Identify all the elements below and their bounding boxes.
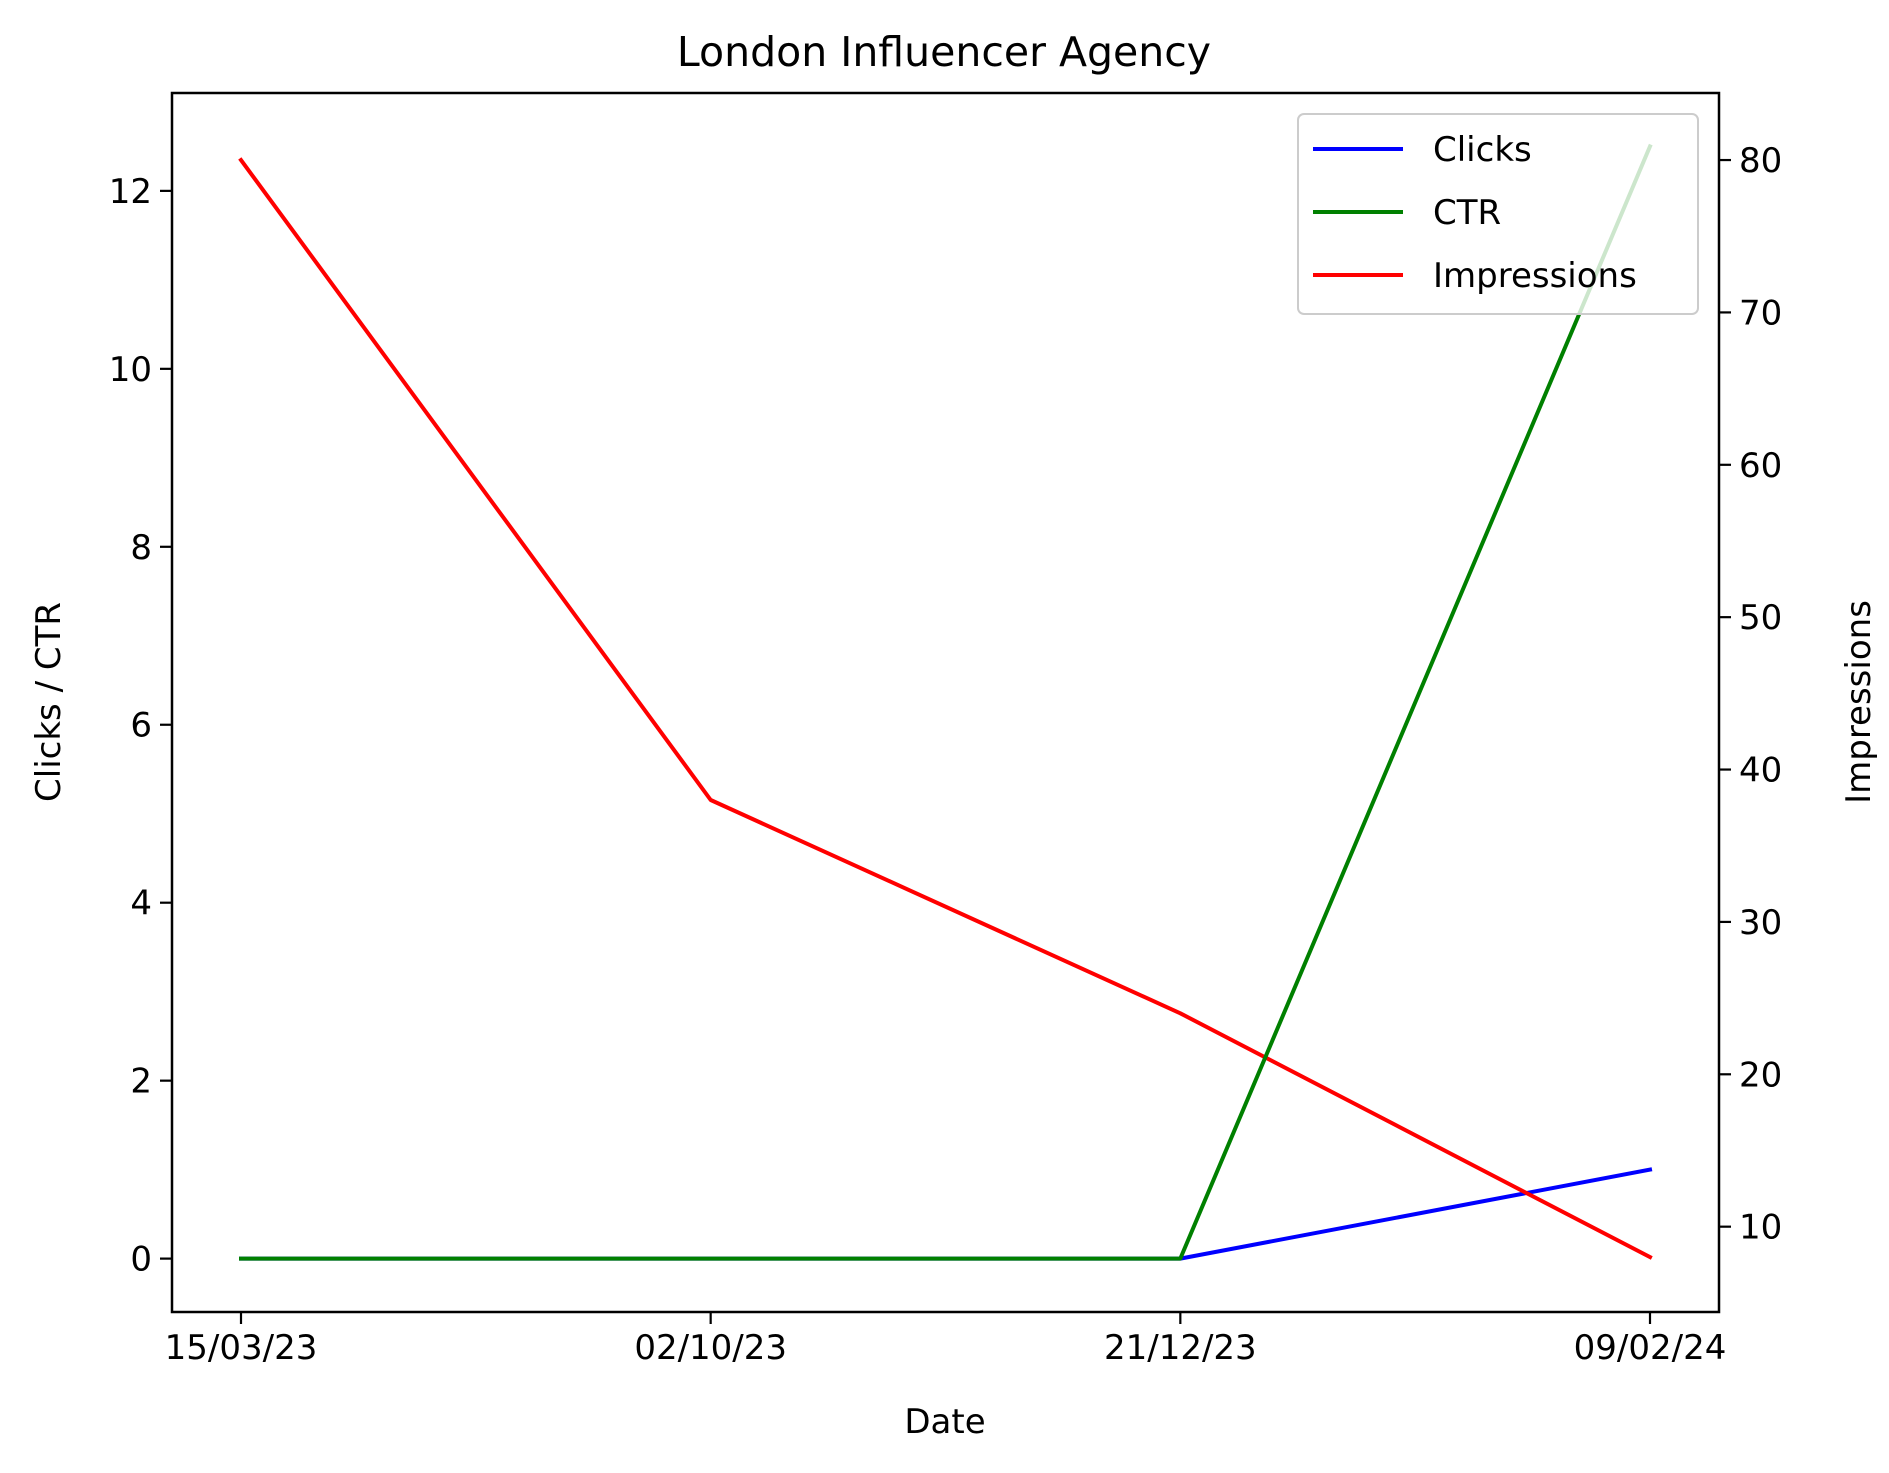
legend-items: Clicks CTR Impressions	[1313, 130, 1637, 296]
plot-frame	[170, 91, 1721, 1314]
left-y-tick-label: 0	[130, 1240, 152, 1280]
right-y-tick-label: 70	[1739, 293, 1782, 333]
right-y-tick-label: 40	[1739, 751, 1782, 791]
left-y-tick-label: 2	[130, 1062, 152, 1102]
right-y-tick-label: 50	[1739, 598, 1782, 638]
right-y-tick-label: 20	[1739, 1055, 1782, 1095]
left-y-tick-label: 12	[109, 172, 152, 212]
series-line-impressions	[238, 157, 1653, 1260]
x-axis: 15/03/23 02/10/23 21/12/23 09/02/24	[165, 1312, 1727, 1368]
left-y-tick-label: 10	[109, 350, 152, 390]
legend-label: Clicks	[1433, 130, 1532, 170]
x-tick-label: 21/12/23	[1104, 1328, 1257, 1368]
right-y-axis: 10 20 30 40 50 60 70 80	[1719, 141, 1782, 1248]
left-y-tick-label: 4	[130, 884, 152, 924]
right-y-tick-label: 10	[1739, 1208, 1782, 1248]
x-tick-label: 09/02/24	[1574, 1328, 1727, 1368]
chart-title: London Influencer Agency	[677, 28, 1211, 76]
left-y-axis: 0 2 4 6 8 10 12	[109, 172, 172, 1280]
right-y-tick-label: 60	[1739, 446, 1782, 486]
left-y-axis-title: Clicks / CTR	[29, 602, 69, 802]
legend-label: Impressions	[1433, 256, 1637, 296]
right-y-axis-title: Impressions	[1839, 600, 1879, 804]
x-tick-label: 02/10/23	[634, 1328, 787, 1368]
left-y-tick-label: 6	[130, 706, 152, 746]
legend: Clicks CTR Impressions	[1297, 113, 1699, 315]
legend-label: CTR	[1433, 193, 1501, 233]
left-y-tick-label: 8	[130, 528, 152, 568]
x-axis-title: Date	[904, 1402, 985, 1442]
series-line-ctr	[239, 143, 1653, 1261]
plot-lines	[238, 143, 1653, 1261]
right-y-tick-label: 80	[1739, 141, 1782, 181]
x-tick-label: 15/03/23	[165, 1328, 318, 1368]
right-y-tick-label: 30	[1739, 903, 1782, 943]
legend-box	[1297, 113, 1699, 315]
